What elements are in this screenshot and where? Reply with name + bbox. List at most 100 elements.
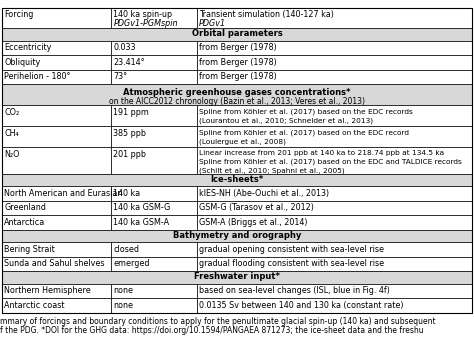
Text: Orbital parameters: Orbital parameters (191, 29, 283, 38)
Text: 23.414°: 23.414° (113, 58, 145, 67)
Text: gradual opening consistent with sea-level rise: gradual opening consistent with sea-leve… (199, 245, 383, 254)
Bar (2, 242, 111, 257)
Text: Ice-sheets*: Ice-sheets* (210, 175, 264, 184)
Bar (197, 41, 472, 55)
Bar (111, 186, 197, 201)
Text: Eccentricity: Eccentricity (4, 43, 52, 52)
Bar (197, 70, 472, 84)
Text: Forcing: Forcing (4, 10, 34, 19)
Text: PDGv1: PDGv1 (199, 19, 226, 28)
Text: (Lourantou et al., 2010; Schneider et al., 2013): (Lourantou et al., 2010; Schneider et al… (199, 117, 373, 124)
Bar (111, 284, 197, 298)
Bar (111, 105, 197, 126)
Bar (2, 147, 111, 174)
Bar (197, 105, 472, 126)
Text: Greenland: Greenland (4, 203, 46, 212)
Text: CO₂: CO₂ (4, 108, 19, 117)
Text: 191 ppm: 191 ppm (113, 108, 149, 117)
Text: Spline from Köhler et al. (2017) based on the EDC record: Spline from Köhler et al. (2017) based o… (199, 129, 409, 136)
Bar (197, 8, 472, 28)
Text: CH₄: CH₄ (4, 129, 19, 138)
Text: Bering Strait: Bering Strait (4, 245, 55, 254)
Bar (2, 70, 111, 84)
Text: Spline from Köhler et al. (2017) based on the EDC records: Spline from Köhler et al. (2017) based o… (199, 108, 412, 115)
Bar (111, 41, 197, 55)
Bar (197, 126, 472, 147)
Bar (2, 84, 472, 105)
Bar (2, 257, 111, 271)
Bar (2, 126, 111, 147)
Bar (197, 186, 472, 201)
Bar (2, 271, 472, 284)
Text: 73°: 73° (113, 72, 128, 81)
Text: Atmospheric greenhouse gases concentrations*: Atmospheric greenhouse gases concentrati… (123, 88, 351, 97)
Bar (2, 8, 472, 313)
Text: Transient simulation (140-127 ka): Transient simulation (140-127 ka) (199, 10, 334, 19)
Text: Spline from Köhler et al. (2017) based on the EDC and TALDICE records: Spline from Köhler et al. (2017) based o… (199, 159, 461, 165)
Text: Linear increase from 201 ppb at 140 ka to 218.74 ppb at 134.5 ka: Linear increase from 201 ppb at 140 ka t… (199, 150, 444, 156)
Text: closed: closed (113, 245, 139, 254)
Text: 140 ka spin-up: 140 ka spin-up (113, 10, 173, 19)
Bar (2, 186, 111, 201)
Text: from Berger (1978): from Berger (1978) (199, 58, 276, 67)
Text: 140 ka GSM-G: 140 ka GSM-G (113, 203, 171, 212)
Bar (197, 201, 472, 215)
Bar (111, 242, 197, 257)
Text: Perihelion - 180°: Perihelion - 180° (4, 72, 71, 81)
Text: 201 ppb: 201 ppb (113, 150, 146, 159)
Text: 385 ppb: 385 ppb (113, 129, 146, 138)
Bar (197, 147, 472, 174)
Bar (111, 70, 197, 84)
Text: emerged: emerged (113, 259, 150, 268)
Text: 140 ka GSM-A: 140 ka GSM-A (113, 218, 169, 227)
Bar (2, 284, 111, 298)
Bar (197, 242, 472, 257)
Bar (111, 126, 197, 147)
Text: kIES-NH (Abe-Ouchi et al., 2013): kIES-NH (Abe-Ouchi et al., 2013) (199, 189, 329, 198)
Bar (2, 41, 111, 55)
Text: 140 ka: 140 ka (113, 189, 140, 198)
Text: none: none (113, 301, 133, 310)
Text: GSM-G (Tarasov et al., 2012): GSM-G (Tarasov et al., 2012) (199, 203, 313, 212)
Text: N₂O: N₂O (4, 150, 20, 159)
Bar (2, 215, 111, 230)
Text: mmary of forcings and boundary conditions to apply for the penultimate glacial s: mmary of forcings and boundary condition… (0, 317, 436, 326)
Bar (197, 257, 472, 271)
Bar (197, 298, 472, 313)
Text: based on sea-level changes (ISL, blue in Fig. 4f): based on sea-level changes (ISL, blue in… (199, 286, 390, 295)
Bar (2, 201, 111, 215)
Bar (197, 55, 472, 70)
Text: North American and Eurasian: North American and Eurasian (4, 189, 123, 198)
Text: (Schilt et al., 2010; Spahni et al., 2005): (Schilt et al., 2010; Spahni et al., 200… (199, 168, 344, 174)
Text: Freshwater input*: Freshwater input* (194, 272, 280, 281)
Bar (111, 215, 197, 230)
Bar (2, 8, 111, 28)
Bar (111, 201, 197, 215)
Text: Bathymetry and orography: Bathymetry and orography (173, 231, 301, 240)
Text: from Berger (1978): from Berger (1978) (199, 72, 276, 81)
Text: Antarctica: Antarctica (4, 218, 46, 227)
Bar (111, 147, 197, 174)
Text: none: none (113, 286, 133, 295)
Bar (111, 298, 197, 313)
Text: (Loulergue et al., 2008): (Loulergue et al., 2008) (199, 138, 286, 145)
Bar (197, 215, 472, 230)
Text: f the PDG. *DOI for the GHG data: https://doi.org/10.1594/PANGAEA 871273; the ic: f the PDG. *DOI for the GHG data: https:… (0, 326, 424, 335)
Text: GSM-A (Briggs et al., 2014): GSM-A (Briggs et al., 2014) (199, 218, 307, 227)
Bar (2, 55, 111, 70)
Bar (111, 55, 197, 70)
Text: on the AICC2012 chronology (Bazin et al., 2013; Veres et al., 2013): on the AICC2012 chronology (Bazin et al.… (109, 97, 365, 106)
Bar (2, 230, 472, 242)
Text: Northern Hemisphere: Northern Hemisphere (4, 286, 91, 295)
Bar (2, 174, 472, 186)
Text: 0.033: 0.033 (113, 43, 136, 52)
Text: PDGv1-PGMspin: PDGv1-PGMspin (113, 19, 178, 28)
Text: gradual flooding consistent with sea-level rise: gradual flooding consistent with sea-lev… (199, 259, 384, 268)
Text: Antarctic coast: Antarctic coast (4, 301, 65, 310)
Text: Sunda and Sahul shelves: Sunda and Sahul shelves (4, 259, 105, 268)
Bar (2, 298, 111, 313)
Bar (111, 8, 197, 28)
Bar (197, 284, 472, 298)
Text: 0.0135 Sv between 140 and 130 ka (constant rate): 0.0135 Sv between 140 and 130 ka (consta… (199, 301, 403, 310)
Text: Obliquity: Obliquity (4, 58, 40, 67)
